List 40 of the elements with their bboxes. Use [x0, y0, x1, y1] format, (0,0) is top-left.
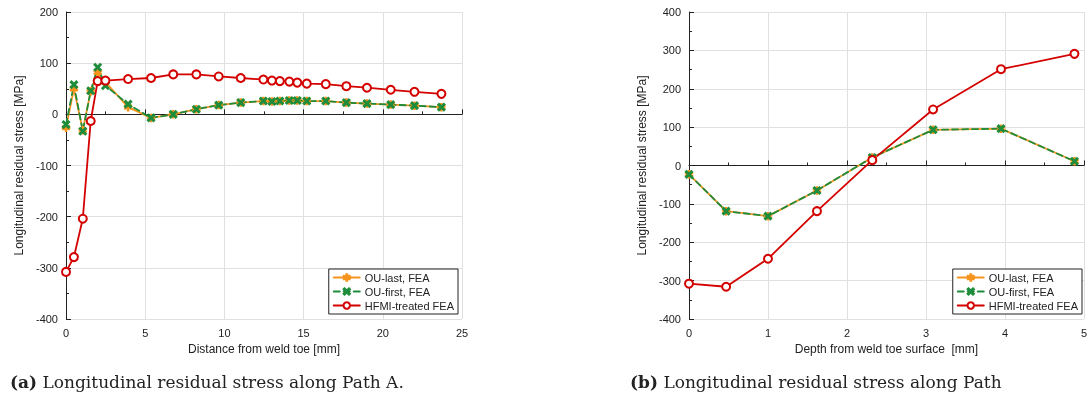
x-tick-label: 20 — [376, 326, 389, 339]
x-tick-label: 5 — [142, 326, 149, 339]
y-tick-label: 200 — [39, 6, 58, 18]
legend-label: OU-last, FEA — [364, 271, 431, 284]
y-tick-label: 300 — [662, 44, 681, 57]
text: (b) Longitudinal residual stress along Path — [630, 372, 1002, 392]
x-axis-title: Distance from weld toe [mm] — [187, 341, 341, 356]
x-tick-label: 0 — [62, 326, 70, 339]
y-tick-label: -200 — [658, 236, 681, 249]
x-tick-label: 0 — [685, 326, 693, 339]
x-tick-label: 2 — [843, 326, 851, 339]
y-tick-label: 200 — [662, 82, 681, 95]
y-tick-label: -100 — [35, 159, 58, 172]
x-tick-label: 4 — [1001, 326, 1009, 339]
x-axis-title: Depth from weld toe surface [mm] — [794, 341, 979, 356]
legend-label: HFMI-treated FEA — [988, 299, 1079, 312]
y-tick-label: -200 — [35, 210, 58, 223]
x-tick-label: 1 — [764, 326, 772, 339]
y-tick-label: -400 — [658, 313, 681, 325]
y-tick-label: -300 — [658, 274, 681, 287]
x-tick-label: 5 — [1080, 326, 1087, 339]
y-tick-label: -300 — [35, 261, 58, 274]
legend-label: OU-first, FEA — [988, 285, 1055, 298]
legend-label: HFMI-treated FEA — [364, 299, 455, 312]
y-tick-label: -400 — [35, 313, 58, 325]
y-tick-label: 400 — [662, 6, 681, 18]
y-tick-label: 100 — [662, 121, 681, 134]
x-tick-label: 15 — [297, 326, 310, 339]
legend-label: OU-first, FEA — [364, 285, 431, 298]
y-tick-label: 0 — [674, 159, 681, 172]
y-tick-label: 0 — [51, 108, 58, 121]
y-tick-label: -100 — [658, 197, 681, 210]
y-axis-title: Longitudinal residual stress [MPa] — [12, 75, 27, 256]
y-tick-label: 100 — [39, 57, 58, 70]
text: (a) Longitudinal residual stress along Path A. — [10, 372, 404, 392]
x-tick-label: 25 — [455, 326, 469, 339]
x-tick-label: 10 — [218, 326, 231, 339]
x-tick-label: 3 — [922, 326, 930, 339]
legend-label: OU-last, FEA — [988, 271, 1055, 284]
y-axis-title: Longitudinal residual stress [MPa] — [635, 75, 650, 256]
